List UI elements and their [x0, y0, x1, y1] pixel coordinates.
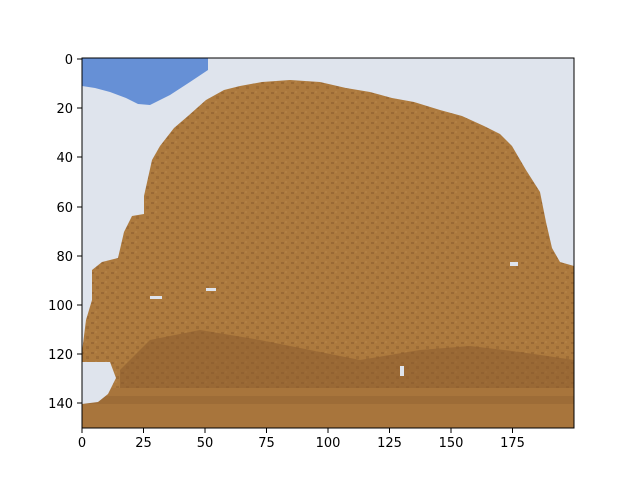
y-tick: 100	[48, 299, 82, 314]
canopy-shadow	[120, 330, 574, 400]
y-axis: 0 20 40 60 80 100 120 140	[48, 53, 82, 412]
x-tick: 150	[439, 428, 464, 451]
x-tick-label: 75	[258, 436, 275, 451]
sky-patch	[82, 58, 208, 105]
x-tick: 50	[197, 428, 214, 451]
x-tick: 25	[135, 428, 152, 451]
ground-shadow	[82, 396, 574, 404]
sky-speck	[206, 288, 216, 291]
y-tick-label: 20	[56, 102, 73, 117]
y-tick-label: 40	[56, 151, 73, 166]
x-tick: 0	[78, 428, 86, 451]
y-tick: 0	[65, 53, 82, 68]
x-tick-label: 50	[197, 436, 214, 451]
y-tick-label: 100	[48, 299, 73, 314]
x-tick-label: 125	[377, 436, 402, 451]
y-tick: 40	[56, 151, 82, 166]
x-tick: 75	[258, 428, 275, 451]
y-tick-label: 60	[56, 201, 73, 216]
x-tick-label: 25	[135, 436, 152, 451]
x-axis: 0 25 50 75 100 125 150 175	[78, 428, 525, 451]
y-tick: 140	[48, 397, 82, 412]
y-tick: 20	[56, 102, 82, 117]
x-tick-label: 175	[500, 436, 525, 451]
y-tick-label: 0	[65, 53, 73, 68]
sky-speck	[150, 296, 162, 299]
x-tick-label: 0	[78, 436, 86, 451]
y-tick: 120	[48, 348, 82, 363]
x-tick-label: 100	[316, 436, 341, 451]
x-tick: 125	[377, 428, 402, 451]
x-tick-label: 150	[439, 436, 464, 451]
sky-speck	[400, 366, 404, 376]
y-tick-label: 120	[48, 348, 73, 363]
y-tick-label: 140	[48, 397, 73, 412]
x-tick: 175	[500, 428, 525, 451]
x-tick: 100	[316, 428, 341, 451]
sky-speck	[510, 262, 518, 266]
y-tick-label: 80	[56, 250, 73, 265]
y-tick: 80	[56, 250, 82, 265]
y-tick: 60	[56, 201, 82, 216]
left-sky-gap	[82, 362, 116, 404]
plot-area	[82, 58, 574, 428]
ground	[82, 388, 574, 428]
